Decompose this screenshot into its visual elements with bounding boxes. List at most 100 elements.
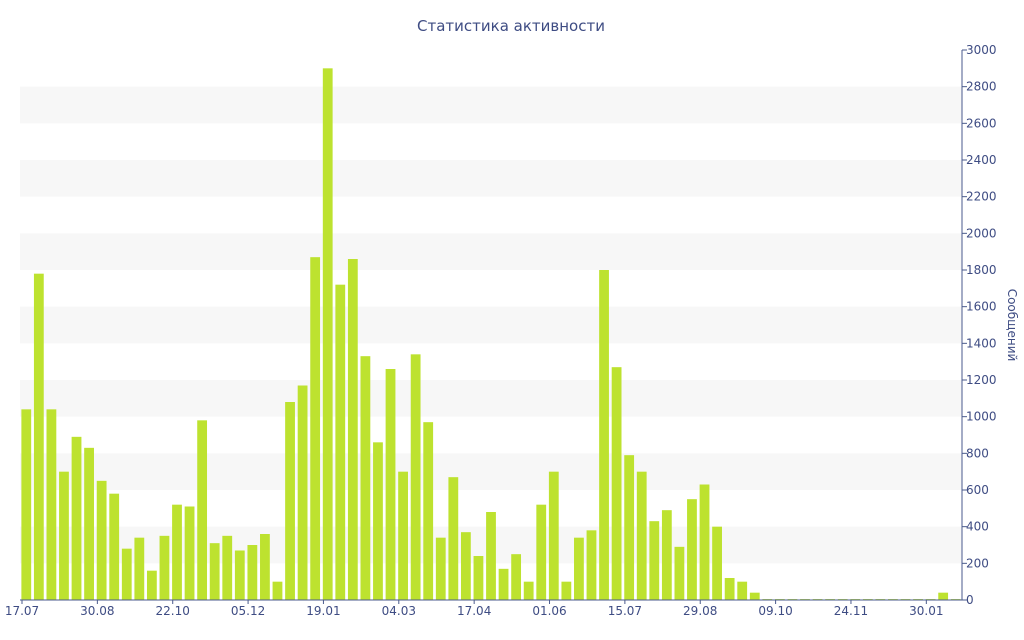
bar[interactable] <box>234 550 245 601</box>
x-tick-label: 19.01 <box>306 604 340 618</box>
bar[interactable] <box>121 548 132 600</box>
bar[interactable] <box>611 367 622 600</box>
y-tick-label: 2600 <box>966 116 997 130</box>
bar[interactable] <box>109 493 120 600</box>
bar[interactable] <box>310 257 321 600</box>
bar[interactable] <box>498 568 509 600</box>
bar[interactable] <box>59 471 69 600</box>
bar[interactable] <box>184 506 195 601</box>
bar[interactable] <box>297 385 308 601</box>
y-tick-label: 400 <box>966 520 989 534</box>
x-axis: 17.07 30.08 22.10 05.12 19.01 04.03 17.04 01.06… <box>5 599 962 618</box>
bar[interactable] <box>473 556 484 600</box>
y-axis: 0 200 400 600 800 1000 1200 1400 1600 1800 2000 220… <box>961 43 997 607</box>
bar[interactable] <box>712 526 722 600</box>
bar[interactable] <box>737 581 748 600</box>
bar[interactable] <box>222 535 233 600</box>
y-tick-label: 2000 <box>966 226 997 240</box>
y-tick-label: 1600 <box>966 300 997 314</box>
y-tick-label: 2800 <box>966 80 997 94</box>
bar[interactable] <box>260 534 270 600</box>
background-band <box>20 233 962 270</box>
x-tick-label: 09.10 <box>758 604 792 618</box>
bar[interactable] <box>410 354 421 600</box>
bar[interactable] <box>548 471 559 600</box>
bar[interactable] <box>21 409 32 600</box>
bar[interactable] <box>661 510 672 600</box>
background-bands <box>20 86 962 564</box>
y-axis-title: Сообщений <box>1005 289 1019 362</box>
x-tick-label: 30.08 <box>80 604 114 618</box>
bar[interactable] <box>699 484 710 601</box>
y-tick-label: 2200 <box>966 190 997 204</box>
bar[interactable] <box>687 499 697 600</box>
x-tick-label: 24.11 <box>834 604 868 618</box>
background-band <box>20 86 962 124</box>
bar[interactable] <box>385 369 396 600</box>
bar[interactable] <box>285 402 295 600</box>
y-tick-label: 0 <box>966 593 974 607</box>
bar[interactable] <box>448 477 459 600</box>
y-tick-label: 2400 <box>966 153 997 167</box>
bar[interactable] <box>724 578 735 600</box>
bar[interactable] <box>749 592 760 600</box>
bar[interactable] <box>335 284 346 600</box>
bar[interactable] <box>523 581 534 600</box>
background-band <box>20 160 962 197</box>
y-tick-label: 1200 <box>966 373 997 387</box>
y-tick-label: 1400 <box>966 336 997 350</box>
bar[interactable] <box>347 259 358 600</box>
bar[interactable] <box>674 546 685 600</box>
chart-title: Статистика активности <box>417 17 605 35</box>
x-tick-label: 15.07 <box>608 604 642 618</box>
x-tick-label: 01.06 <box>532 604 566 618</box>
x-tick-label: 22.10 <box>156 604 190 618</box>
bar[interactable] <box>197 420 208 600</box>
background-band <box>20 380 962 417</box>
bar[interactable] <box>561 581 572 600</box>
x-tick-label: 17.04 <box>457 604 491 618</box>
y-tick-label: 1800 <box>966 263 997 277</box>
bar[interactable] <box>272 581 283 600</box>
bar[interactable] <box>511 554 522 600</box>
bar[interactable] <box>938 592 949 600</box>
bar[interactable] <box>46 409 57 600</box>
background-band <box>20 453 962 490</box>
bar[interactable] <box>360 356 371 600</box>
x-tick-label: 04.03 <box>382 604 416 618</box>
x-tick-label: 17.07 <box>5 604 39 618</box>
bar[interactable] <box>33 273 44 600</box>
x-tick-label: 05.12 <box>231 604 265 618</box>
y-tick-label: 200 <box>966 556 989 570</box>
bar[interactable] <box>84 447 94 600</box>
bar[interactable] <box>146 570 157 600</box>
x-tick-label: 30.01 <box>909 604 943 618</box>
bar[interactable] <box>159 535 170 600</box>
bar[interactable] <box>636 471 647 600</box>
bar[interactable] <box>134 537 145 600</box>
bar[interactable] <box>373 442 383 600</box>
bar[interactable] <box>599 270 609 600</box>
y-tick-label: 800 <box>966 446 989 460</box>
bar[interactable] <box>486 512 496 600</box>
bar[interactable] <box>247 545 258 600</box>
bar[interactable] <box>322 68 333 600</box>
bar[interactable] <box>398 471 408 600</box>
bar[interactable] <box>71 436 82 600</box>
y-tick-label: 1000 <box>966 410 997 424</box>
bar[interactable] <box>209 543 220 600</box>
bars-group <box>21 68 961 601</box>
bar[interactable] <box>536 504 547 600</box>
x-tick-label: 29.08 <box>683 604 717 618</box>
bar[interactable] <box>172 504 182 600</box>
y-tick-label: 600 <box>966 483 989 497</box>
bar[interactable] <box>574 537 584 600</box>
bar[interactable] <box>96 480 107 600</box>
bar[interactable] <box>649 521 660 600</box>
bar[interactable] <box>423 422 434 600</box>
bar[interactable] <box>624 455 635 600</box>
bar[interactable] <box>435 537 446 600</box>
bar[interactable] <box>460 532 471 600</box>
bar[interactable] <box>586 530 597 600</box>
